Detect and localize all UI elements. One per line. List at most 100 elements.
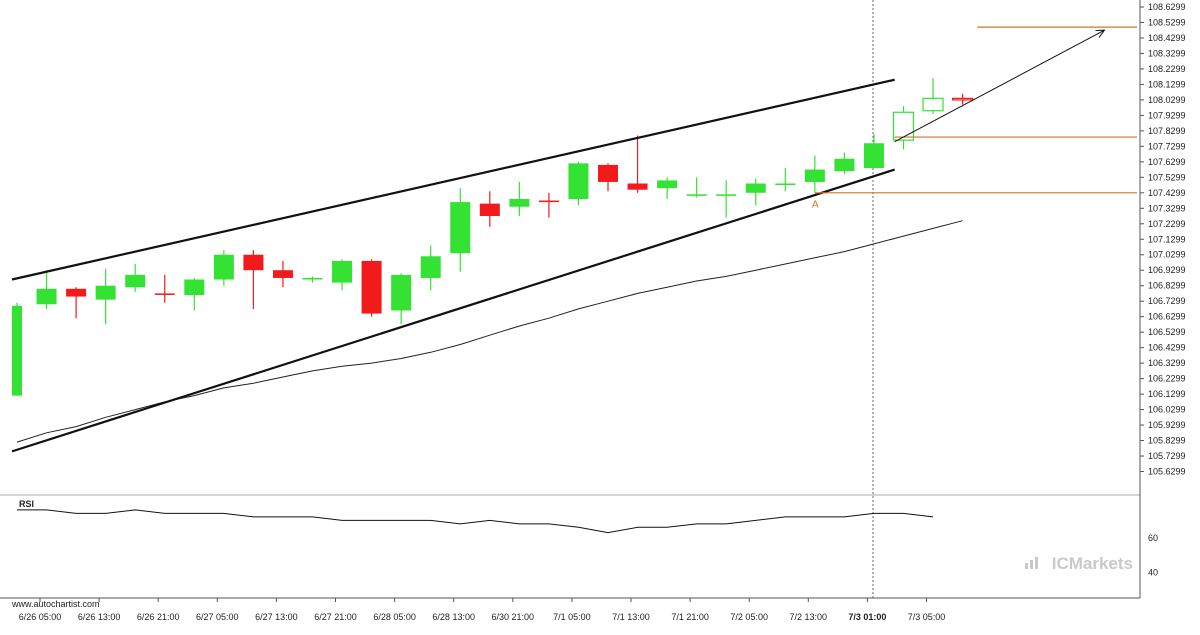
time-tick-label: 6/26 13:00	[78, 612, 121, 622]
rsi-tick-label: 40	[1148, 568, 1158, 578]
price-tick-label: 106.0299	[1148, 405, 1186, 415]
price-tick-label: 108.3299	[1148, 48, 1186, 58]
price-axis: 108.6299 108.5299 108.4299 108.3299 108.2299…	[1140, 2, 1186, 477]
candle-body	[420, 256, 441, 278]
candle-body	[332, 260, 353, 283]
candle-body	[745, 183, 766, 193]
candle	[243, 250, 264, 309]
candle-body	[598, 164, 618, 182]
candle	[657, 177, 678, 199]
candle-body	[36, 288, 57, 305]
logo-bar	[1025, 563, 1028, 569]
candle	[892, 106, 915, 150]
candle-body	[804, 169, 825, 182]
channel-lower-line	[11, 168, 895, 453]
candle-body	[892, 111, 915, 141]
candle	[479, 191, 500, 227]
candle	[716, 180, 737, 218]
price-tick-label: 107.1299	[1148, 234, 1186, 244]
channel-upper-line	[11, 78, 895, 281]
forecast-arrow-line	[894, 29, 1105, 143]
candle	[184, 277, 205, 311]
time-tick-label: 7/3 01:00	[848, 612, 886, 622]
price-tick-label: 105.9299	[1148, 420, 1186, 430]
candle-body	[509, 198, 530, 207]
candle-body	[184, 279, 205, 295]
candle	[272, 260, 293, 288]
candle-body	[834, 158, 855, 172]
bars-logo-icon	[1025, 557, 1038, 569]
candle-body	[568, 163, 589, 199]
price-tick-label: 106.2299	[1148, 374, 1186, 384]
moving-average-layer	[16, 220, 963, 443]
candle-body	[627, 183, 648, 190]
price-tick-label: 105.7299	[1148, 451, 1186, 461]
candle-body	[213, 254, 234, 280]
candle	[420, 245, 441, 291]
moving-average-line	[16, 220, 963, 443]
chart-frame	[0, 0, 1141, 599]
time-tick-label: 7/2 05:00	[730, 612, 768, 622]
candle	[391, 273, 412, 325]
rsi-panel: RSI 60 40	[17, 499, 1158, 578]
price-tick-label: 106.6299	[1148, 312, 1186, 322]
price-tick-label: 106.4299	[1148, 343, 1186, 353]
candle	[775, 168, 796, 192]
time-tick-label: 6/27 13:00	[255, 612, 298, 622]
price-tick-label: 108.4299	[1148, 33, 1186, 43]
candle	[627, 135, 648, 193]
candle-body	[154, 293, 175, 295]
candle	[213, 250, 234, 286]
forecast-arrow-head	[1095, 29, 1106, 38]
price-tick-label: 108.5299	[1148, 17, 1186, 27]
candle-body	[391, 274, 412, 311]
price-tick-label: 108.2299	[1148, 64, 1186, 74]
price-tick-label: 107.6299	[1148, 157, 1186, 167]
candle	[302, 276, 323, 283]
candle-body	[12, 305, 22, 396]
time-tick-label: 6/30 21:00	[492, 612, 535, 622]
candle-body	[272, 270, 293, 278]
candle-body	[863, 143, 884, 169]
candle	[36, 270, 57, 309]
time-tick-label: 6/27 21:00	[314, 612, 357, 622]
candle-body	[66, 288, 87, 297]
candle-body	[951, 97, 974, 101]
price-tick-label: 108.0299	[1148, 95, 1186, 105]
candle	[361, 259, 382, 317]
price-tick-label: 107.8299	[1148, 126, 1186, 136]
logo-bar	[1030, 560, 1033, 569]
price-tick-label: 107.2299	[1148, 219, 1186, 229]
price-tick-label: 106.8299	[1148, 281, 1186, 291]
price-tick-label: 107.4299	[1148, 188, 1186, 198]
pattern-overlays: A	[11, 26, 1137, 453]
candle	[568, 161, 589, 206]
time-tick-label: 6/26 21:00	[137, 612, 180, 622]
candle	[804, 155, 825, 193]
candle-body	[538, 200, 559, 203]
rsi-label: RSI	[19, 499, 34, 509]
price-tick-label: 105.8299	[1148, 436, 1186, 446]
candle-body	[302, 277, 323, 280]
candle	[922, 78, 944, 114]
candle-body	[716, 194, 737, 196]
price-tick-label: 107.3299	[1148, 203, 1186, 213]
time-tick-label: 6/27 05:00	[196, 612, 239, 622]
candle-body	[775, 183, 796, 186]
price-tick-label: 106.5299	[1148, 327, 1186, 337]
price-tick-label: 107.5299	[1148, 172, 1186, 182]
candle-body	[479, 203, 500, 217]
logo-bar	[1035, 557, 1038, 569]
candle-body	[361, 260, 382, 314]
time-tick-label: 7/1 13:00	[612, 612, 650, 622]
time-tick-label: 7/2 13:00	[790, 612, 828, 622]
candle	[686, 177, 707, 198]
candle-body	[95, 285, 116, 300]
price-tick-label: 107.0299	[1148, 250, 1186, 260]
time-tick-label: 7/1 05:00	[553, 612, 591, 622]
brand-logo: ICMarkets	[1025, 554, 1133, 573]
candle	[154, 274, 175, 303]
price-tick-label: 108.1299	[1148, 79, 1186, 89]
